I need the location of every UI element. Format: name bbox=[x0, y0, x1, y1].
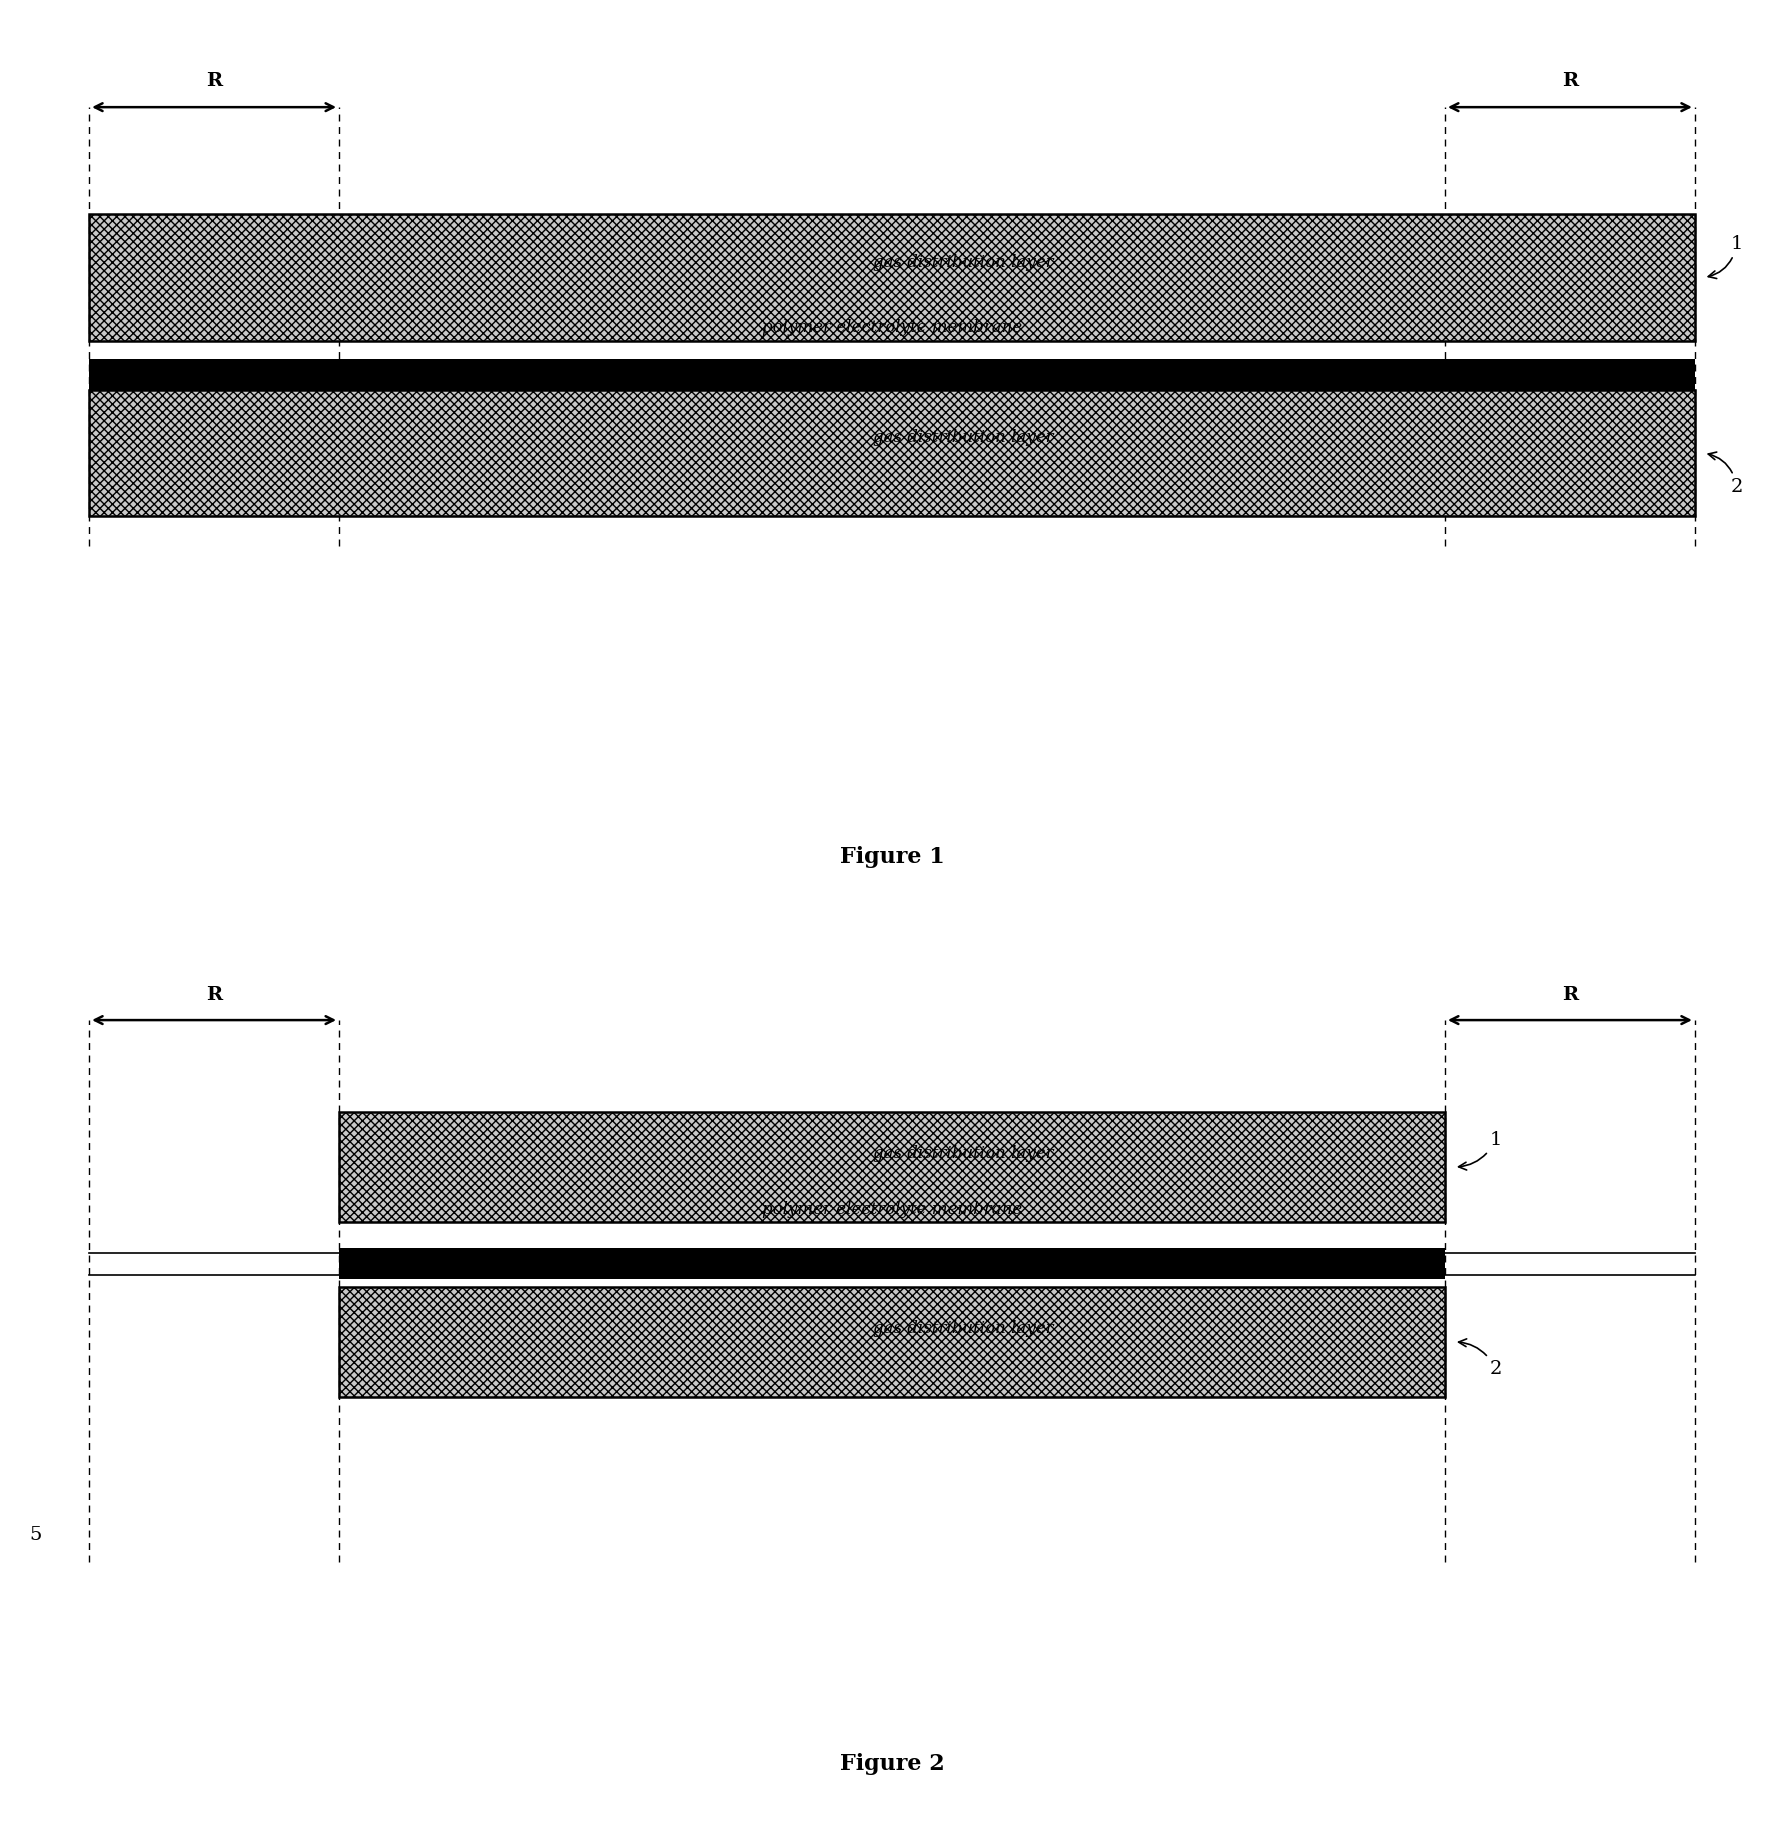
Text: gas distribution layer: gas distribution layer bbox=[872, 254, 1054, 270]
Bar bbox=[89, 390, 1695, 516]
Text: polymer electrolyte membrane: polymer electrolyte membrane bbox=[762, 320, 1022, 336]
Bar bbox=[339, 1287, 1445, 1397]
Text: 1: 1 bbox=[1459, 1130, 1502, 1171]
Text: R: R bbox=[205, 985, 223, 1004]
Bar bbox=[89, 215, 1695, 342]
Text: R: R bbox=[1561, 72, 1579, 90]
Text: 1: 1 bbox=[1709, 235, 1743, 279]
Text: R: R bbox=[205, 72, 223, 90]
Text: polymer electrolyte membrane: polymer electrolyte membrane bbox=[762, 1200, 1022, 1217]
Bar bbox=[339, 1248, 1445, 1279]
Bar bbox=[339, 1112, 1445, 1222]
Text: gas distribution layer: gas distribution layer bbox=[872, 1145, 1054, 1162]
Text: 2: 2 bbox=[1459, 1338, 1502, 1378]
Text: Figure 2: Figure 2 bbox=[840, 1753, 944, 1776]
Text: gas distribution layer: gas distribution layer bbox=[872, 1320, 1054, 1336]
Bar bbox=[89, 360, 1695, 391]
Bar bbox=[89, 215, 1695, 342]
Text: R: R bbox=[1561, 985, 1579, 1004]
Bar bbox=[89, 390, 1695, 516]
Bar bbox=[339, 1112, 1445, 1222]
Text: 2: 2 bbox=[1709, 452, 1743, 496]
Bar bbox=[339, 1287, 1445, 1397]
Text: 5: 5 bbox=[30, 1526, 41, 1544]
Text: gas distribution layer: gas distribution layer bbox=[872, 430, 1054, 447]
Text: Figure 1: Figure 1 bbox=[840, 845, 944, 868]
